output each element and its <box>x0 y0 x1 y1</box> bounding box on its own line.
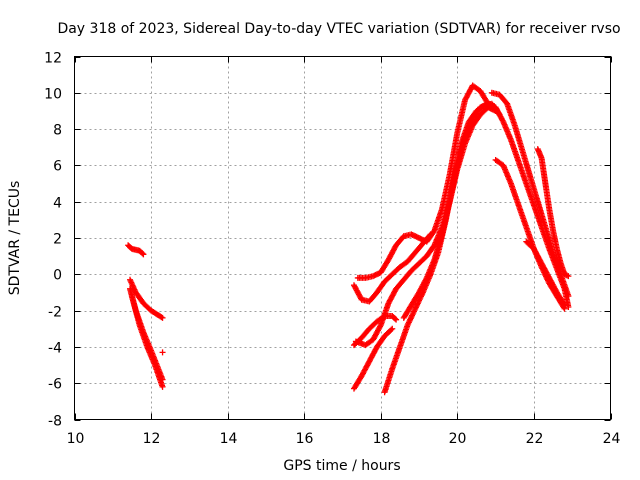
data-points <box>125 82 572 396</box>
x-tick-label: 22 <box>526 431 544 447</box>
y-tick-label: 0 <box>53 268 62 284</box>
series-arc-11 <box>381 100 503 396</box>
y-tick-label: 8 <box>53 123 62 139</box>
data-point <box>377 323 384 330</box>
series-arc-16 <box>534 146 572 280</box>
series-arc-1 <box>125 242 147 258</box>
series-arc-2 <box>127 276 166 321</box>
data-point <box>565 293 572 300</box>
data-point <box>158 314 165 321</box>
data-point <box>565 273 572 280</box>
x-tick-label: 24 <box>603 431 621 447</box>
data-point <box>159 314 166 321</box>
series-arc-15 <box>523 238 568 309</box>
y-tick-label: -4 <box>48 341 62 357</box>
x-tick-label: 16 <box>296 431 314 447</box>
y-tick-label: 12 <box>44 51 62 67</box>
series-arc-10 <box>350 325 396 392</box>
x-tick-label: 10 <box>67 431 85 447</box>
x-tick-label: 14 <box>220 431 238 447</box>
data-point <box>560 300 567 307</box>
data-point <box>393 316 400 323</box>
data-point <box>159 383 166 390</box>
series-arc-5 <box>159 349 166 356</box>
y-tick-label: 10 <box>44 87 62 103</box>
y-tick-label: 2 <box>53 232 62 248</box>
series-arc-7 <box>354 82 491 281</box>
y-tick-label: -2 <box>48 305 62 321</box>
y-tick-label: 4 <box>53 196 62 212</box>
x-tick-label: 20 <box>449 431 467 447</box>
chart-title: Day 318 of 2023, Sidereal Day-to-day VTE… <box>57 21 620 37</box>
data-point <box>423 276 430 283</box>
series-arc-6 <box>350 231 434 305</box>
data-point <box>159 349 166 356</box>
y-tick-label: 6 <box>53 159 62 175</box>
data-point <box>392 315 399 322</box>
data-point <box>388 326 395 333</box>
x-tick-label: 12 <box>143 431 161 447</box>
x-axis-label: GPS time / hours <box>283 458 400 474</box>
y-tick-label: -6 <box>48 377 62 393</box>
x-tick-label: 18 <box>373 431 391 447</box>
data-point <box>389 325 396 332</box>
y-axis-label: SDTVAR / TECUs <box>7 181 23 296</box>
data-point <box>499 117 506 124</box>
plot-frame <box>74 56 611 420</box>
data-point <box>139 250 146 257</box>
data-point <box>561 302 568 309</box>
series-arc-4 <box>128 293 166 390</box>
data-point <box>140 251 147 258</box>
series-arc-13 <box>488 89 572 300</box>
series-arc-12 <box>400 100 572 321</box>
y-tick-label: -8 <box>48 414 62 430</box>
